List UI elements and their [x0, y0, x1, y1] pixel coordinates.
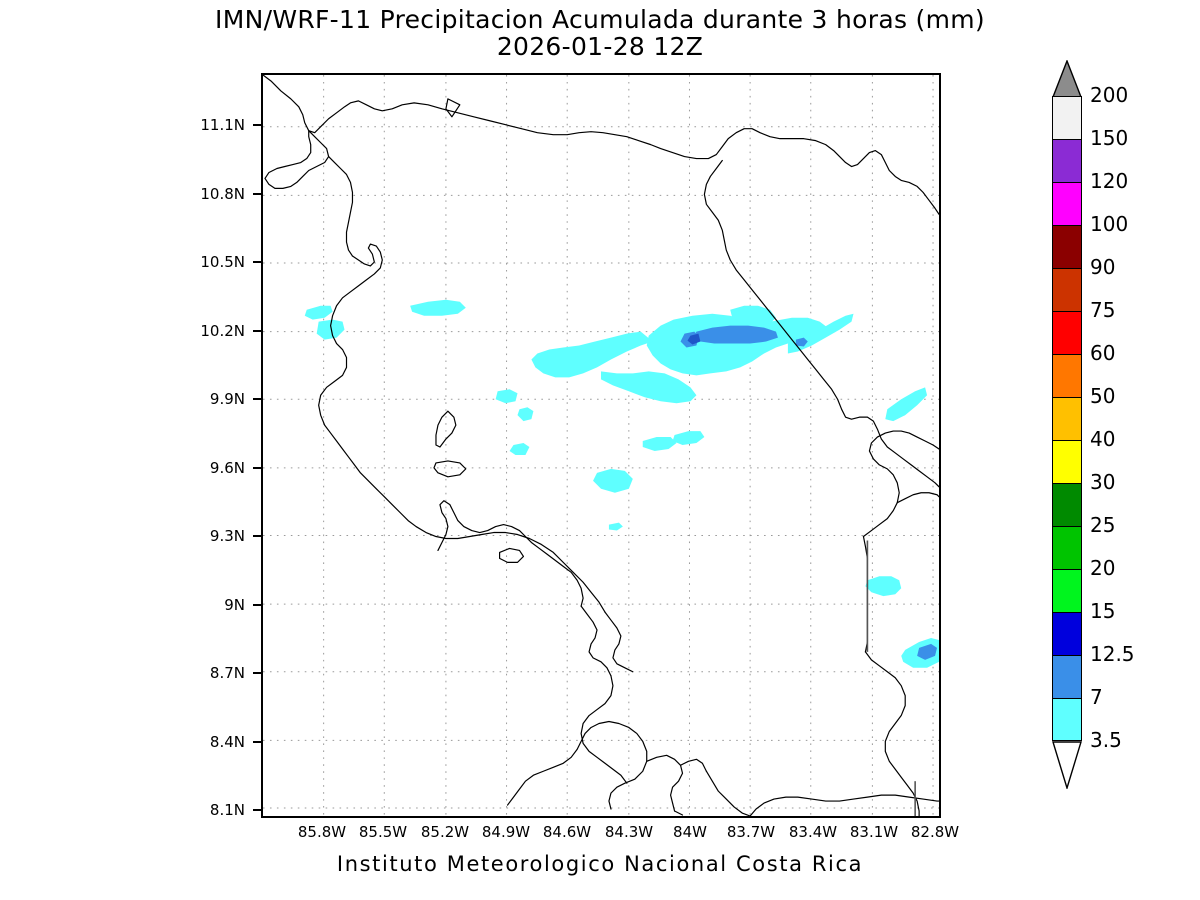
ytick-label: 11.1N [200, 116, 245, 134]
grid-lines [263, 75, 939, 816]
colorbar-band-7[interactable] [1052, 698, 1082, 741]
colorbar-band-120[interactable] [1052, 182, 1082, 225]
colorbar-band-30[interactable] [1052, 483, 1082, 526]
colorbar-label-30: 30 [1090, 470, 1116, 495]
colorbar-band-75[interactable] [1052, 311, 1082, 354]
xtick-label: 83.4W [788, 823, 838, 841]
ytick-label: 9.3N [209, 527, 245, 545]
colorbar-label-15: 15 [1090, 599, 1116, 624]
ytick-mark [253, 467, 261, 469]
colorbar-label-120: 120 [1090, 169, 1129, 194]
ytick-mark [253, 672, 261, 674]
colorbar-band-25[interactable] [1052, 526, 1082, 569]
precip-layer-cyan [304, 299, 939, 668]
colorbar-bottom-arrow-icon [1052, 741, 1082, 789]
xtick-label: 84W [673, 823, 707, 841]
colorbar-band-12_5[interactable] [1052, 655, 1082, 698]
xtick-label: 82.8W [910, 823, 960, 841]
xtick-label: 85.5W [358, 823, 408, 841]
figure-footer: Instituto Meteorologico Nacional Costa R… [336, 852, 864, 876]
ytick-label: 8.7N [209, 664, 245, 682]
xtick-label: 84.3W [604, 823, 654, 841]
colorbar-top-arrow-icon [1052, 60, 1082, 98]
colorbar-band-100[interactable] [1052, 225, 1082, 268]
colorbar-label-90: 90 [1090, 255, 1116, 280]
colorbar-label-25: 25 [1090, 513, 1116, 538]
title-line-2: 2026-01-28 12Z [496, 32, 704, 61]
colorbar-label-12_5: 12.5 [1090, 642, 1135, 667]
colorbar-label-7: 7 [1090, 685, 1103, 710]
colorbar-label-40: 40 [1090, 427, 1116, 452]
colorbar-label-20: 20 [1090, 556, 1116, 581]
colorbar-label-3_5: 3.5 [1090, 728, 1122, 753]
colorbar-label-75: 75 [1090, 298, 1116, 323]
xtick-label: 83.1W [849, 823, 899, 841]
ytick-mark [253, 535, 261, 537]
title-line-1: IMN/WRF-11 Precipitacion Acumulada duran… [215, 5, 985, 34]
ytick-mark [253, 604, 261, 606]
colorbar-band-50[interactable] [1052, 397, 1082, 440]
ytick-label: 8.1N [209, 801, 245, 819]
colorbar-band-90[interactable] [1052, 268, 1082, 311]
xtick-label: 84.6W [542, 823, 592, 841]
xtick-label: 84.9W [481, 823, 531, 841]
colorbar-band-60[interactable] [1052, 354, 1082, 397]
ytick-label: 10.8N [200, 185, 245, 203]
ytick-mark [253, 124, 261, 126]
ytick-mark [253, 261, 261, 263]
map-canvas [263, 75, 939, 816]
ytick-mark [253, 809, 261, 811]
colorbar-band-200[interactable] [1052, 96, 1082, 139]
panama-border-line [866, 540, 916, 816]
ytick-label: 9.6N [209, 459, 245, 477]
ytick-mark [253, 398, 261, 400]
precipitation-colorbar[interactable]: 200 150 120 100 90 75 60 50 40 30 25 20 … [1052, 60, 1135, 816]
map-plot-area[interactable] [261, 73, 941, 818]
ytick-label: 9.9N [209, 390, 245, 408]
colorbar-label-150: 150 [1090, 126, 1129, 151]
figure-title: IMN/WRF-11 Precipitacion Acumulada duran… [0, 6, 1200, 60]
coastline-paths [263, 75, 939, 816]
colorbar-label-60: 60 [1090, 341, 1116, 366]
colorbar-band-40[interactable] [1052, 440, 1082, 483]
ytick-label: 8.4N [209, 733, 245, 751]
ytick-label: 10.5N [200, 253, 245, 271]
ytick-mark [253, 193, 261, 195]
colorbar-band-20[interactable] [1052, 569, 1082, 612]
colorbar-label-200: 200 [1090, 83, 1129, 108]
colorbar-band-15[interactable] [1052, 612, 1082, 655]
precip-layer-blue [680, 325, 938, 660]
ytick-label: 10.2N [200, 322, 245, 340]
ytick-mark [253, 330, 261, 332]
colorbar-label-50: 50 [1090, 384, 1116, 409]
ytick-mark [253, 741, 261, 743]
ytick-label: 9N [224, 596, 245, 614]
precip-layer-darkblue [687, 333, 701, 345]
colorbar-label-100: 100 [1090, 212, 1129, 237]
colorbar-band-150[interactable] [1052, 139, 1082, 182]
xtick-label: 85.2W [420, 823, 470, 841]
xtick-label: 85.8W [297, 823, 347, 841]
xtick-label: 83.7W [726, 823, 776, 841]
